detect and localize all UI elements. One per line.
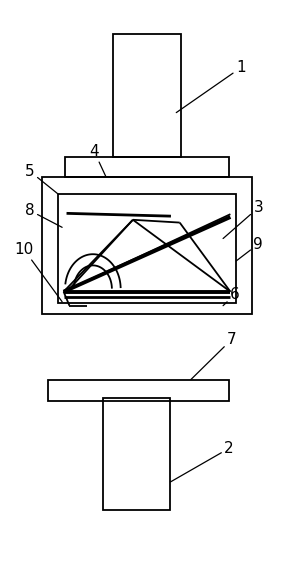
Text: 4: 4 (89, 144, 106, 177)
Text: 2: 2 (171, 441, 234, 482)
Text: 8: 8 (25, 203, 62, 227)
Bar (42, 177, 252, 314)
Bar (58, 194, 236, 303)
Text: 10: 10 (14, 242, 62, 302)
Text: 1: 1 (176, 61, 245, 113)
Text: 9: 9 (236, 237, 263, 261)
Text: 7: 7 (191, 332, 237, 380)
Text: 5: 5 (25, 164, 58, 194)
Bar (103, 398, 171, 510)
Bar (48, 380, 229, 401)
Bar (113, 34, 181, 158)
Bar (65, 158, 229, 177)
Text: 6: 6 (223, 287, 240, 306)
Text: 3: 3 (223, 200, 263, 238)
